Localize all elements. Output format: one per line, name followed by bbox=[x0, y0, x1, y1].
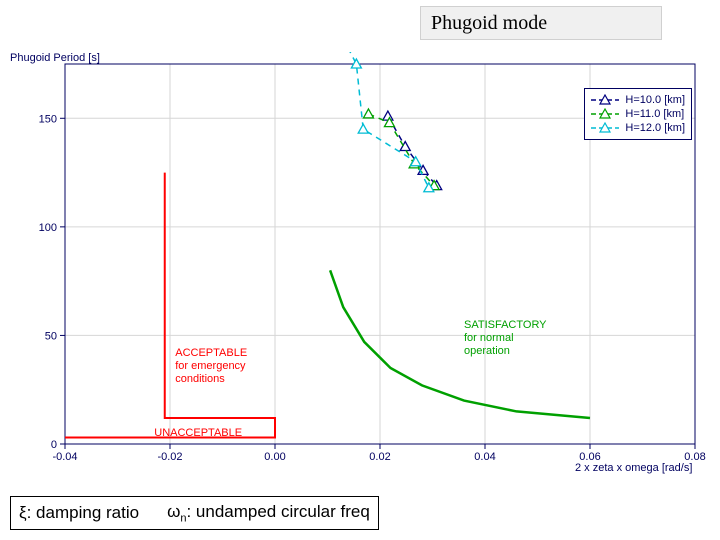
y-axis-label: Phugoid Period [s] bbox=[10, 52, 100, 64]
svg-text:0: 0 bbox=[51, 439, 57, 451]
legend-label: H=11.0 [km] bbox=[625, 108, 684, 120]
page-title: Phugoid mode bbox=[420, 6, 662, 40]
circular-freq-def: ωn: undamped circular freq bbox=[167, 502, 370, 524]
legend-row: H=10.0 [km] bbox=[591, 93, 685, 107]
legend-swatch bbox=[591, 108, 619, 120]
satisfactory-label: SATISFACTORYfor normaloperation bbox=[464, 319, 547, 359]
legend-swatch bbox=[591, 122, 619, 134]
chart-legend: H=10.0 [km] H=11.0 [km] H=12.0 [km] bbox=[584, 88, 692, 140]
phugoid-chart: -0.04-0.020.000.020.040.060.08050100150 … bbox=[10, 52, 710, 472]
legend-label: H=10.0 [km] bbox=[625, 94, 685, 106]
legend-label: H=12.0 [km] bbox=[625, 122, 685, 134]
svg-text:-0.02: -0.02 bbox=[157, 451, 182, 463]
acceptable-label: ACCEPTABLEfor emergencyconditions bbox=[175, 347, 247, 387]
svg-text:100: 100 bbox=[39, 222, 57, 234]
x-axis-label: 2 x zeta x omega [rad/s] bbox=[575, 462, 692, 474]
svg-text:0.04: 0.04 bbox=[474, 451, 495, 463]
svg-text:0.02: 0.02 bbox=[369, 451, 390, 463]
title-text: Phugoid mode bbox=[431, 12, 547, 35]
unacceptable-label: UNACCEPTABLE bbox=[154, 427, 242, 440]
definitions-box: ξ: damping ratio ωn: undamped circular f… bbox=[10, 496, 379, 530]
svg-text:0.00: 0.00 bbox=[264, 451, 285, 463]
legend-swatch bbox=[591, 94, 619, 106]
legend-row: H=12.0 [km] bbox=[591, 121, 685, 135]
legend-row: H=11.0 [km] bbox=[591, 107, 685, 121]
svg-text:150: 150 bbox=[39, 113, 57, 125]
svg-text:-0.04: -0.04 bbox=[52, 451, 77, 463]
damping-ratio-def: ξ: damping ratio bbox=[19, 503, 139, 523]
svg-text:50: 50 bbox=[45, 330, 57, 342]
